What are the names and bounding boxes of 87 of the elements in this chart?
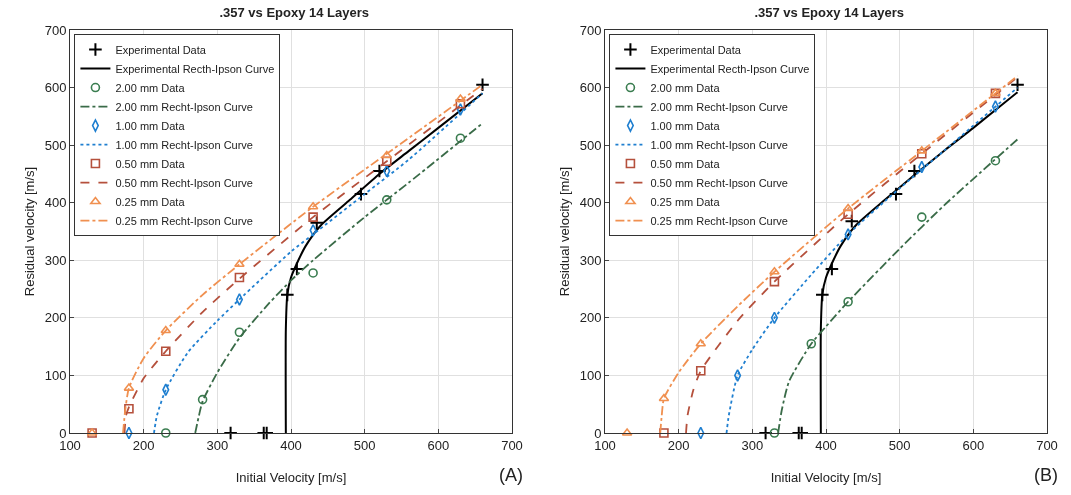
- point: [842, 203, 854, 212]
- point: [758, 425, 773, 441]
- point: [916, 212, 927, 222]
- point: [307, 201, 319, 210]
- y-tick-label: 100: [44, 367, 67, 383]
- point: [308, 268, 318, 278]
- legend-label: 0.50 mm Data: [650, 157, 721, 170]
- legend-label: Experimental Recth-Ipson Curve: [115, 62, 275, 75]
- y-tick-label: 400: [44, 195, 67, 211]
- x-axis-title: Initial Velocity [m/s]: [235, 470, 347, 485]
- point: [888, 186, 904, 202]
- point: [353, 186, 369, 202]
- legend-label: 0.50 mm Recht-Ipson Curve: [650, 176, 788, 189]
- point: [916, 148, 927, 159]
- point: [308, 212, 318, 222]
- legend-label: 2.00 mm Data: [650, 81, 721, 94]
- x-axis-title: Initial Velocity [m/s]: [770, 470, 882, 485]
- point: [843, 296, 853, 307]
- legend-label: 0.25 mm Data: [115, 195, 186, 208]
- point: [160, 428, 171, 438]
- text: (B): [1034, 465, 1058, 485]
- legend-label: 1.00 mm Data: [115, 119, 186, 132]
- x-tick-label: 700: [501, 437, 523, 453]
- legend-label: 1.00 mm Recht-Ipson Curve: [115, 138, 253, 151]
- legend-label: 2.00 mm Data: [115, 81, 186, 94]
- point: [381, 195, 392, 205]
- x-tick-label: 300: [741, 437, 764, 453]
- legend-label: Experimental Data: [115, 43, 207, 56]
- point: [769, 276, 780, 287]
- text: (A): [499, 465, 523, 485]
- legend-label: 0.25 mm Recht-Ipson Curve: [115, 214, 253, 227]
- point: [659, 428, 669, 438]
- y-tick-label: 600: [579, 80, 602, 96]
- point: [234, 259, 245, 268]
- point: [160, 346, 171, 357]
- y-tick-label: 700: [44, 22, 67, 38]
- x-tick-label: 700: [1036, 437, 1058, 453]
- point: [223, 425, 238, 441]
- legend-label: Experimental Recth-Ipson Curve: [650, 62, 810, 75]
- x-tick-label: 600: [962, 437, 985, 453]
- legend-label: 1.00 mm Recht-Ipson Curve: [650, 138, 788, 151]
- point: [381, 156, 392, 167]
- x-tick-label: 500: [888, 437, 911, 453]
- point: [658, 393, 670, 402]
- point: [381, 150, 393, 159]
- chart-title: .357 vs Epoxy 14 Layers: [754, 4, 905, 20]
- y-tick-label: 400: [579, 195, 602, 211]
- point: [455, 133, 466, 144]
- point: [695, 366, 706, 376]
- point: [234, 327, 245, 338]
- y-axis-title: Residual velocity [m/s]: [22, 166, 37, 297]
- x-tick-label: 400: [280, 437, 302, 453]
- x-tick-label: 500: [353, 437, 376, 453]
- x-tick-label: 200: [132, 437, 155, 453]
- legend-label: 0.50 mm Data: [115, 157, 186, 170]
- point: [990, 155, 1001, 166]
- legend-label: 2.00 mm Recht-Ipson Curve: [115, 100, 253, 113]
- point: [197, 394, 208, 405]
- legend-label: 0.50 mm Recht-Ipson Curve: [115, 176, 253, 189]
- point: [806, 338, 817, 349]
- y-tick-label: 700: [579, 22, 602, 38]
- point: [160, 325, 172, 334]
- chart-title: .357 vs Epoxy 14 Layers: [219, 4, 370, 20]
- y-tick-label: 100: [579, 367, 602, 383]
- x-tick-label: 200: [667, 437, 690, 453]
- y-tick-label: 200: [579, 310, 602, 326]
- y-tick-label: 300: [44, 252, 67, 268]
- y-tick-label: 200: [44, 310, 67, 326]
- y-tick-label: 600: [44, 80, 67, 96]
- point: [695, 338, 707, 347]
- legend-label: 0.25 mm Recht-Ipson Curve: [650, 214, 788, 227]
- y-axis-title: Residual velocity [m/s]: [557, 166, 572, 297]
- x-tick-label: 600: [427, 437, 450, 453]
- legend-label: 1.00 mm Data: [650, 119, 721, 132]
- x-tick-label: 400: [815, 437, 837, 453]
- y-tick-label: 300: [579, 252, 602, 268]
- point: [455, 94, 466, 102]
- point: [372, 163, 387, 179]
- y-tick-label: 500: [44, 137, 67, 153]
- y-tick-label: 500: [579, 137, 602, 153]
- point: [234, 272, 245, 283]
- legend-label: 0.25 mm Data: [650, 195, 721, 208]
- point: [769, 267, 780, 275]
- x-tick-label: 300: [206, 437, 229, 453]
- legend-label: 2.00 mm Recht-Ipson Curve: [650, 100, 788, 113]
- point: [769, 428, 780, 438]
- legend-label: Experimental Data: [650, 43, 742, 56]
